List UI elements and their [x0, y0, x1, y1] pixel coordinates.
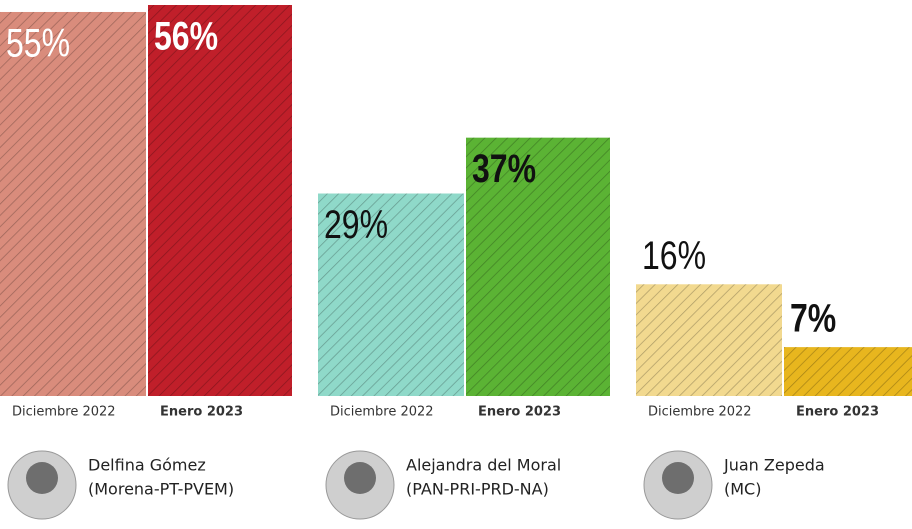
hatch — [0, 11, 146, 396]
value-label: 37% — [472, 146, 536, 191]
category-label: Diciembre 2022 — [330, 405, 434, 420]
value-label: 56% — [154, 13, 218, 58]
candidate-party: (PAN-PRI-PRD-NA) — [406, 480, 549, 499]
candidate-name: Juan Zepeda — [723, 456, 825, 475]
hatch — [784, 347, 912, 396]
avatar-head — [26, 462, 58, 494]
value-label: 16% — [642, 232, 706, 277]
value-label: 7% — [790, 295, 836, 340]
avatar-head — [344, 462, 376, 494]
hatch — [636, 284, 782, 396]
avatar-head — [662, 462, 694, 494]
value-label: 29% — [324, 202, 388, 247]
category-label: Diciembre 2022 — [648, 405, 752, 420]
candidate-party: (Morena-PT-PVEM) — [88, 480, 234, 499]
hatch — [148, 5, 292, 396]
value-label: 55% — [6, 20, 70, 65]
candidate-party: (MC) — [724, 480, 761, 499]
category-label: Enero 2023 — [478, 405, 561, 420]
category-label: Enero 2023 — [160, 405, 243, 420]
category-label: Diciembre 2022 — [12, 405, 116, 420]
candidate-name: Delfina Gómez — [88, 456, 206, 475]
candidate-name: Alejandra del Moral — [406, 456, 561, 475]
category-label: Enero 2023 — [796, 405, 879, 420]
hatch — [318, 193, 464, 396]
hatch — [466, 137, 610, 397]
